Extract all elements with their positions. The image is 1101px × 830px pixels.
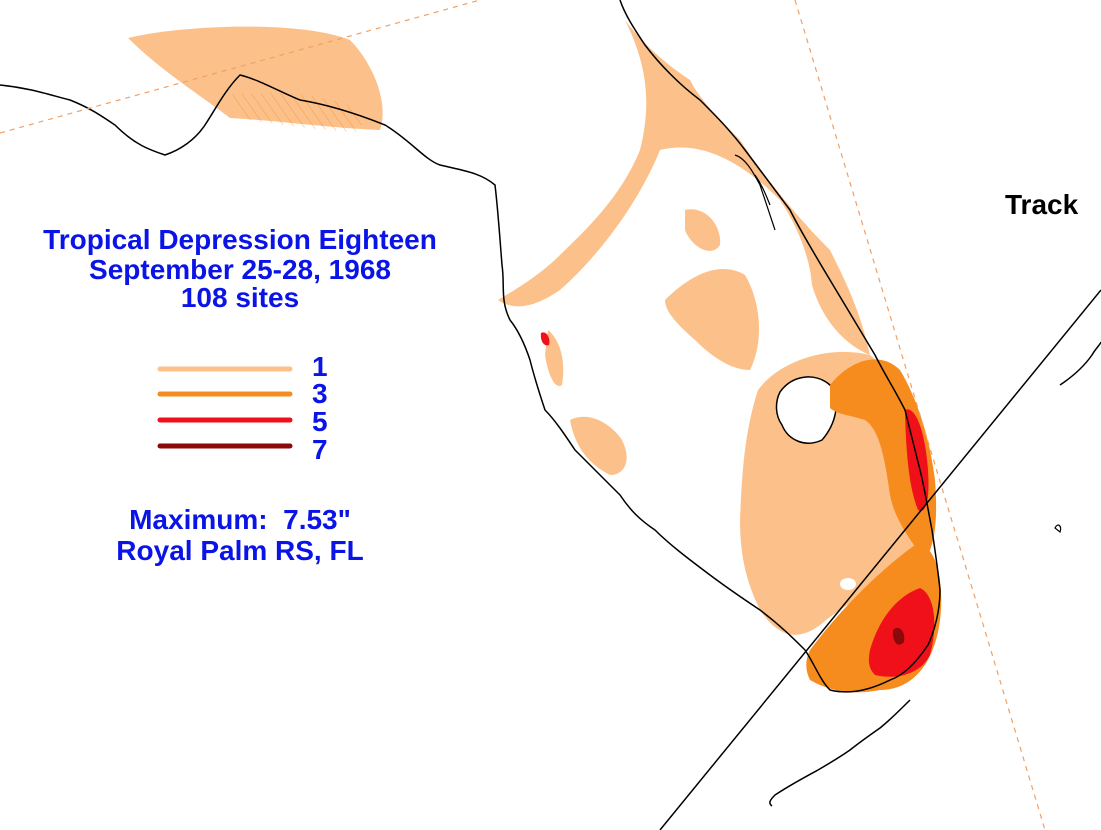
dry-spot: [840, 578, 856, 590]
lake-okeechobee: [775, 376, 837, 444]
storm-track: [0, 0, 1046, 830]
title-site-count: 108 sites: [180, 282, 300, 313]
title-storm-name: Tropical Depression Eighteen: [43, 224, 437, 255]
legend-label-7: 7: [312, 434, 328, 465]
bahamas-coast: [1059, 341, 1101, 386]
legend-label-5: 5: [312, 406, 328, 437]
east-coast-islands: [734, 154, 776, 231]
legend-label-1: 1: [312, 351, 328, 382]
legend-label-3: 3: [312, 378, 328, 409]
hatched-area: [229, 93, 363, 132]
contour-7-inch: [892, 627, 905, 645]
title-date-range: September 25-28, 1968: [89, 254, 391, 285]
track-label: Track: [1005, 189, 1079, 220]
small-island: [1054, 524, 1062, 534]
maximum-value: Maximum: 7.53": [129, 504, 351, 535]
florida-coastline: [0, 0, 941, 693]
legend-lines: [157, 366, 293, 449]
maximum-site: Royal Palm RS, FL: [116, 535, 364, 566]
florida-keys: [769, 699, 911, 807]
boundary-line: [659, 289, 1101, 830]
